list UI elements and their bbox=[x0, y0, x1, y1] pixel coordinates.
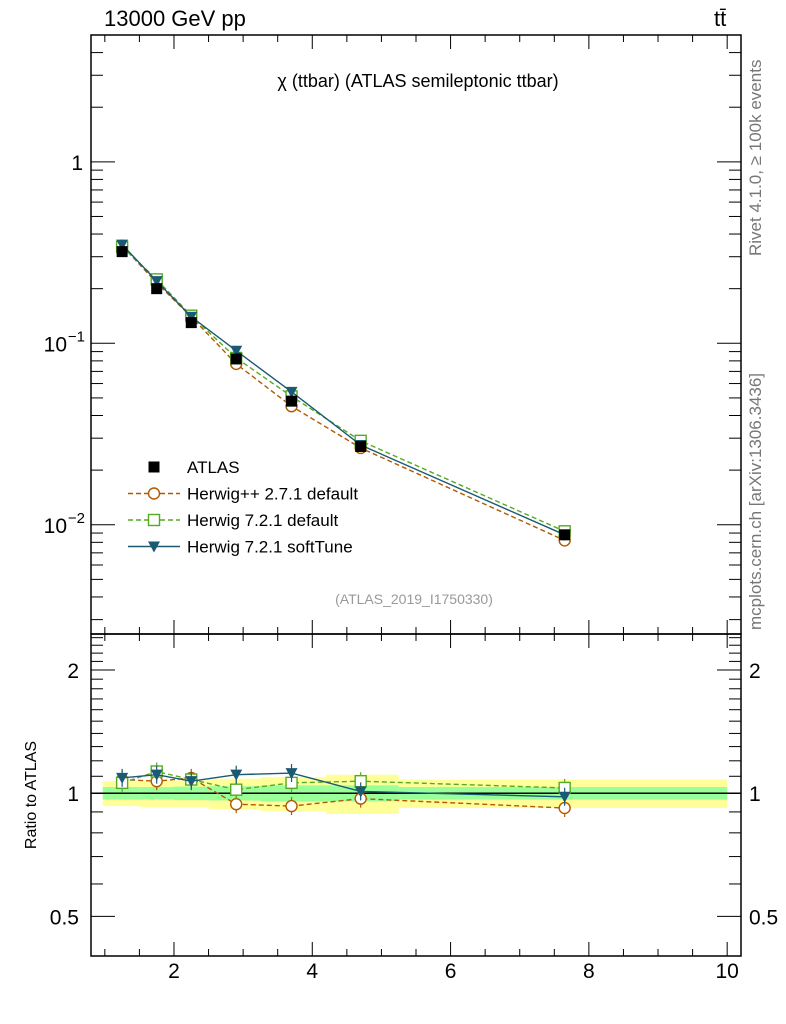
legend-item: Herwig 7.2.1 softTune bbox=[128, 538, 353, 557]
data-point bbox=[185, 776, 198, 788]
data-point bbox=[116, 246, 128, 258]
data-point bbox=[148, 461, 160, 473]
x-ticks bbox=[104, 35, 728, 956]
ratio-y-tick-label-right: 2 bbox=[749, 660, 761, 683]
legend-label: Herwig++ 2.7.1 default bbox=[187, 485, 358, 504]
data-point bbox=[355, 440, 367, 452]
data-point bbox=[148, 541, 160, 553]
ratio-y-tick-label-right: 0.5 bbox=[749, 906, 778, 929]
x-tick-label: 2 bbox=[168, 960, 180, 983]
data-point bbox=[147, 513, 161, 527]
data-point bbox=[230, 345, 243, 357]
data-point bbox=[151, 283, 163, 295]
data-point bbox=[285, 799, 298, 813]
ratio-y-tick-label-right: 1 bbox=[749, 783, 761, 806]
y-tick-label: 10 bbox=[44, 515, 67, 538]
chart-title: χ (ttbar) (ATLAS semileptonic ttbar) bbox=[277, 71, 558, 91]
data-point bbox=[116, 772, 129, 784]
ratio-y-ticks bbox=[91, 637, 741, 957]
ratio-y-tick-label: 2 bbox=[67, 660, 79, 683]
legend-label: Herwig 7.2.1 default bbox=[187, 511, 338, 530]
data-point bbox=[150, 276, 163, 288]
legend-item: Herwig 7.2.1 default bbox=[128, 511, 338, 530]
legend-label: ATLAS bbox=[187, 458, 240, 477]
series-atlas bbox=[116, 246, 571, 541]
x-tick-label: 6 bbox=[445, 960, 457, 983]
x-tick-label: 8 bbox=[583, 960, 595, 983]
series-herwig-7-2-1-softtune bbox=[116, 764, 571, 806]
x-tick-label: 4 bbox=[306, 960, 318, 983]
y-tick-exponent: −1 bbox=[68, 328, 85, 345]
data-point bbox=[150, 769, 163, 781]
main-y-ticks bbox=[91, 34, 741, 621]
legend: ATLAS Herwig++ 2.7.1 default Herwig 7.2.1 … bbox=[128, 458, 358, 557]
y-tick-exponent: −2 bbox=[68, 510, 85, 527]
y-tick-label: 1 bbox=[71, 152, 83, 175]
ratio-y-axis-label: Ratio to ATLAS bbox=[23, 741, 40, 849]
data-point bbox=[230, 769, 243, 781]
analysis-tag: (ATLAS_2019_I1750330) bbox=[335, 591, 493, 607]
data-point bbox=[230, 797, 243, 811]
ratio-y-tick-label: 0.5 bbox=[50, 906, 79, 929]
data-point bbox=[354, 786, 367, 798]
mcplots-label: mcplots.cern.ch [arXiv:1306.3436] bbox=[746, 372, 765, 630]
energy-label: 13000 GeV pp bbox=[104, 6, 246, 31]
x-tick-label: 10 bbox=[715, 960, 738, 983]
process-label: tt̄ bbox=[714, 6, 727, 31]
rivet-label: Rivet 4.1.0, ≥ 100k events bbox=[746, 59, 765, 256]
data-point bbox=[286, 395, 298, 407]
legend-item: Herwig++ 2.7.1 default bbox=[128, 485, 358, 504]
main-series bbox=[115, 239, 571, 547]
ratio-series bbox=[115, 762, 571, 818]
data-point bbox=[558, 791, 571, 803]
data-point bbox=[285, 768, 298, 780]
data-point bbox=[230, 783, 243, 796]
data-point bbox=[185, 317, 197, 329]
data-point bbox=[147, 487, 161, 500]
y-tick-label: 10 bbox=[44, 333, 67, 356]
data-point bbox=[285, 386, 298, 398]
ratio-y-tick-label: 1 bbox=[67, 783, 79, 806]
data-point bbox=[230, 353, 242, 365]
data-point bbox=[116, 239, 129, 251]
legend-item: ATLAS bbox=[148, 458, 240, 477]
legend-label: Herwig 7.2.1 softTune bbox=[187, 538, 353, 557]
data-point bbox=[559, 529, 571, 541]
